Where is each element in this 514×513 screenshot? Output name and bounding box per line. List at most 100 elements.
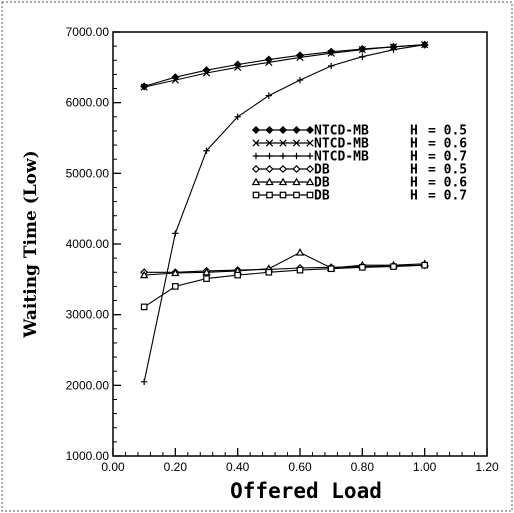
data-point <box>278 177 288 186</box>
legend-h-value: = 0.7 <box>428 150 467 165</box>
data-point <box>306 152 314 160</box>
series-3 <box>140 41 428 385</box>
legend-series-name: DB <box>314 163 330 178</box>
legend-h-label: H <box>410 150 418 165</box>
data-point <box>359 264 366 271</box>
y-tick-label: 4000.00 <box>66 237 110 251</box>
data-point <box>140 83 148 91</box>
data-point <box>265 177 274 186</box>
legend-h-value: = 0.6 <box>428 176 467 191</box>
data-point <box>279 191 287 199</box>
data-point <box>202 267 211 276</box>
data-point <box>305 164 315 174</box>
x-axis-label: Offered Load <box>230 479 382 503</box>
legend-h-value: = 0.5 <box>428 124 467 139</box>
legend-item: NTCD-MB H = 0.5 <box>251 124 467 139</box>
data-point <box>296 53 304 62</box>
data-point <box>172 283 179 290</box>
y-tick-label: 7000.00 <box>66 25 110 39</box>
data-point <box>278 125 288 135</box>
data-point <box>252 139 260 147</box>
x-tick-label: 0.80 <box>351 460 375 474</box>
legend-h-value: = 0.6 <box>428 137 467 152</box>
data-point <box>265 58 273 67</box>
data-point <box>305 177 315 186</box>
data-point <box>251 164 261 174</box>
data-point <box>234 271 241 279</box>
data-point <box>292 164 301 174</box>
series-line <box>143 264 425 308</box>
legend-series-name: NTCD-MB <box>314 150 369 165</box>
legend-series-name: DB <box>314 176 330 191</box>
data-point <box>293 191 300 199</box>
series-6 <box>140 261 428 311</box>
data-point <box>278 164 288 174</box>
data-point <box>203 147 210 154</box>
data-point <box>252 191 260 199</box>
legend-item: DB H = 0.6 <box>251 176 467 191</box>
data-point <box>265 164 274 174</box>
data-point <box>234 113 241 120</box>
x-tick-label: 1.20 <box>475 460 499 474</box>
x-tick-label: 0.40 <box>226 460 250 474</box>
legend-h-label: H <box>410 137 418 152</box>
data-point <box>279 139 287 147</box>
legend-item: DB H = 0.7 <box>252 189 467 204</box>
legend-h-value: = 0.5 <box>428 163 467 178</box>
data-point <box>306 191 314 199</box>
data-point <box>171 76 179 84</box>
y-tick-label: 5000.00 <box>66 166 110 180</box>
data-point <box>172 230 179 237</box>
data-point <box>202 69 211 77</box>
data-point <box>279 152 287 160</box>
data-point <box>140 378 148 385</box>
data-point <box>252 152 260 160</box>
series-line <box>143 44 425 382</box>
series-line <box>144 251 425 276</box>
data-point <box>265 92 273 99</box>
data-point <box>251 125 261 135</box>
x-tick-label: 0.20 <box>164 460 188 474</box>
data-point <box>390 263 397 270</box>
data-point <box>266 191 273 199</box>
legend-item: DB H = 0.5 <box>251 163 467 178</box>
data-point <box>203 275 210 282</box>
data-point <box>358 46 366 54</box>
legend-series-name: NTCD-MB <box>314 137 369 152</box>
data-point <box>251 177 261 186</box>
data-point <box>292 177 301 186</box>
data-point <box>305 125 315 135</box>
data-point <box>292 139 301 147</box>
data-point <box>296 76 304 84</box>
data-point <box>292 125 301 135</box>
data-point <box>390 46 397 53</box>
x-tick-label: 1.00 <box>413 460 437 474</box>
data-point <box>171 268 180 277</box>
series-line <box>144 264 425 273</box>
data-point <box>327 49 335 57</box>
data-point <box>140 303 148 311</box>
series-2 <box>140 41 429 91</box>
legend-item: NTCD-MB H = 0.7 <box>252 150 467 165</box>
data-point <box>295 248 305 256</box>
y-axis-label: Waiting Time (Low) <box>21 150 41 338</box>
x-axis: 0.00 0.20 0.40 0.60 0.80 1.00 1.20 <box>101 448 499 474</box>
data-point <box>266 152 273 160</box>
y-tick-label: 6000.00 <box>66 96 110 110</box>
series-layer <box>139 40 429 385</box>
series-line <box>144 44 425 88</box>
y-tick-label: 1000.00 <box>66 449 110 463</box>
legend-item: NTCD-MB H = 0.6 <box>252 137 467 152</box>
x-tick-label: 0.60 <box>288 460 312 474</box>
data-point <box>265 139 274 147</box>
data-point <box>293 152 300 160</box>
legend-h-label: H <box>410 176 418 191</box>
y-axis: 1000.00 2000.00 3000.00 4000.00 5000.00 6000.… <box>66 25 121 463</box>
legend-series-name: DB <box>314 189 330 204</box>
data-point <box>265 125 274 135</box>
data-point <box>327 265 335 273</box>
data-point <box>327 62 335 70</box>
